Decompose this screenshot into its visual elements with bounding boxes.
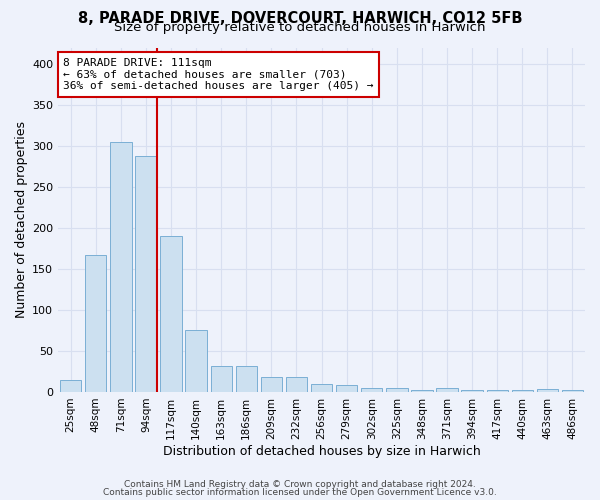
X-axis label: Distribution of detached houses by size in Harwich: Distribution of detached houses by size … [163, 444, 481, 458]
Bar [537, 390, 558, 392]
Bar [361, 388, 382, 392]
Text: 8, PARADE DRIVE, DOVERCOURT, HARWICH, CO12 5FB: 8, PARADE DRIVE, DOVERCOURT, HARWICH, CO… [78, 11, 522, 26]
Bar [160, 236, 182, 392]
Bar [512, 390, 533, 392]
Bar [60, 380, 82, 392]
Bar [487, 390, 508, 392]
Bar [336, 386, 358, 392]
Text: Contains public sector information licensed under the Open Government Licence v3: Contains public sector information licen… [103, 488, 497, 497]
Bar [562, 390, 583, 392]
Bar [85, 255, 106, 392]
Bar [110, 142, 131, 392]
Text: Size of property relative to detached houses in Harwich: Size of property relative to detached ho… [114, 21, 486, 34]
Bar [311, 384, 332, 392]
Text: 8 PARADE DRIVE: 111sqm
← 63% of detached houses are smaller (703)
36% of semi-de: 8 PARADE DRIVE: 111sqm ← 63% of detached… [64, 58, 374, 91]
Bar [135, 156, 157, 392]
Bar [436, 388, 458, 392]
Bar [261, 377, 282, 392]
Text: Contains HM Land Registry data © Crown copyright and database right 2024.: Contains HM Land Registry data © Crown c… [124, 480, 476, 489]
Bar [461, 390, 483, 392]
Y-axis label: Number of detached properties: Number of detached properties [15, 121, 28, 318]
Bar [185, 330, 207, 392]
Bar [411, 390, 433, 392]
Bar [386, 388, 407, 392]
Bar [211, 366, 232, 392]
Bar [286, 377, 307, 392]
Bar [236, 366, 257, 392]
